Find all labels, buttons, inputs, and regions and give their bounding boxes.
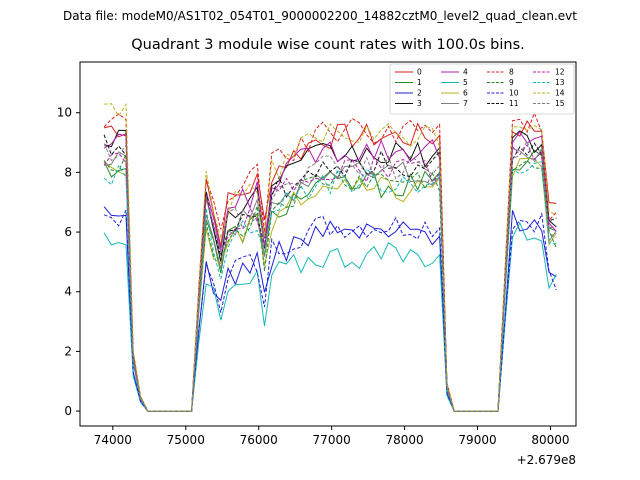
legend-label-6: 6 <box>463 89 468 98</box>
series-line-5 <box>103 221 557 412</box>
x-tick-label-80000: 80000 <box>531 433 569 447</box>
series-line-10 <box>103 209 557 412</box>
legend-label-7: 7 <box>463 99 468 108</box>
series-line-4 <box>103 131 557 412</box>
series-line-13 <box>103 161 557 412</box>
legend-label-3: 3 <box>417 99 422 108</box>
y-tick-label-8: 8 <box>64 165 72 179</box>
y-tick-label-10: 10 <box>57 106 72 120</box>
x-tick-label-76000: 76000 <box>240 433 278 447</box>
legend-label-5: 5 <box>463 78 468 87</box>
x-tick-label-75000: 75000 <box>167 433 205 447</box>
series-line-0 <box>103 120 557 412</box>
axes-layer: 74000 75000 76000 77000 78000 79000 80000 0 2 4 6 8… <box>57 61 577 467</box>
axes-frame <box>79 61 577 427</box>
x-tick-label-79000: 79000 <box>458 433 496 447</box>
legend-label-15: 15 <box>555 99 565 108</box>
legend-label-14: 14 <box>555 89 565 98</box>
chart-suptitle: Data file: modeM0/AS1T02_054T01_90000022… <box>63 9 577 23</box>
y-tick-label-4: 4 <box>64 285 72 299</box>
y-tick-label-2: 2 <box>64 344 72 358</box>
legend-label-1: 1 <box>417 78 422 87</box>
y-tick-label-6: 6 <box>64 225 72 239</box>
series-line-11 <box>103 134 557 412</box>
legend-label-9: 9 <box>509 78 514 87</box>
legend-label-13: 13 <box>555 78 565 87</box>
series-line-15 <box>103 139 557 412</box>
series-line-14 <box>104 102 557 412</box>
legend-label-0: 0 <box>417 68 422 77</box>
x-tick-label-77000: 77000 <box>313 433 351 447</box>
series-line-8 <box>103 111 557 412</box>
chart-title: Quadrant 3 module wise count rates with … <box>131 37 525 53</box>
x-tick-label-78000: 78000 <box>385 433 423 447</box>
legend-label-8: 8 <box>509 68 514 77</box>
x-offset-label: +2.679e8 <box>517 453 576 467</box>
series-line-6 <box>103 157 557 412</box>
legend-label-12: 12 <box>555 68 565 77</box>
y-tick-label-0: 0 <box>64 404 72 418</box>
series-line-2 <box>103 206 557 412</box>
legend-label-2: 2 <box>417 89 422 98</box>
legend-label-4: 4 <box>463 68 468 77</box>
legend-box <box>389 63 575 115</box>
legend-label-11: 11 <box>509 99 519 108</box>
x-tick-label-74000: 74000 <box>94 433 132 447</box>
series-layer <box>103 102 557 412</box>
legend-label-10: 10 <box>509 89 519 98</box>
series-line-1 <box>103 149 557 412</box>
